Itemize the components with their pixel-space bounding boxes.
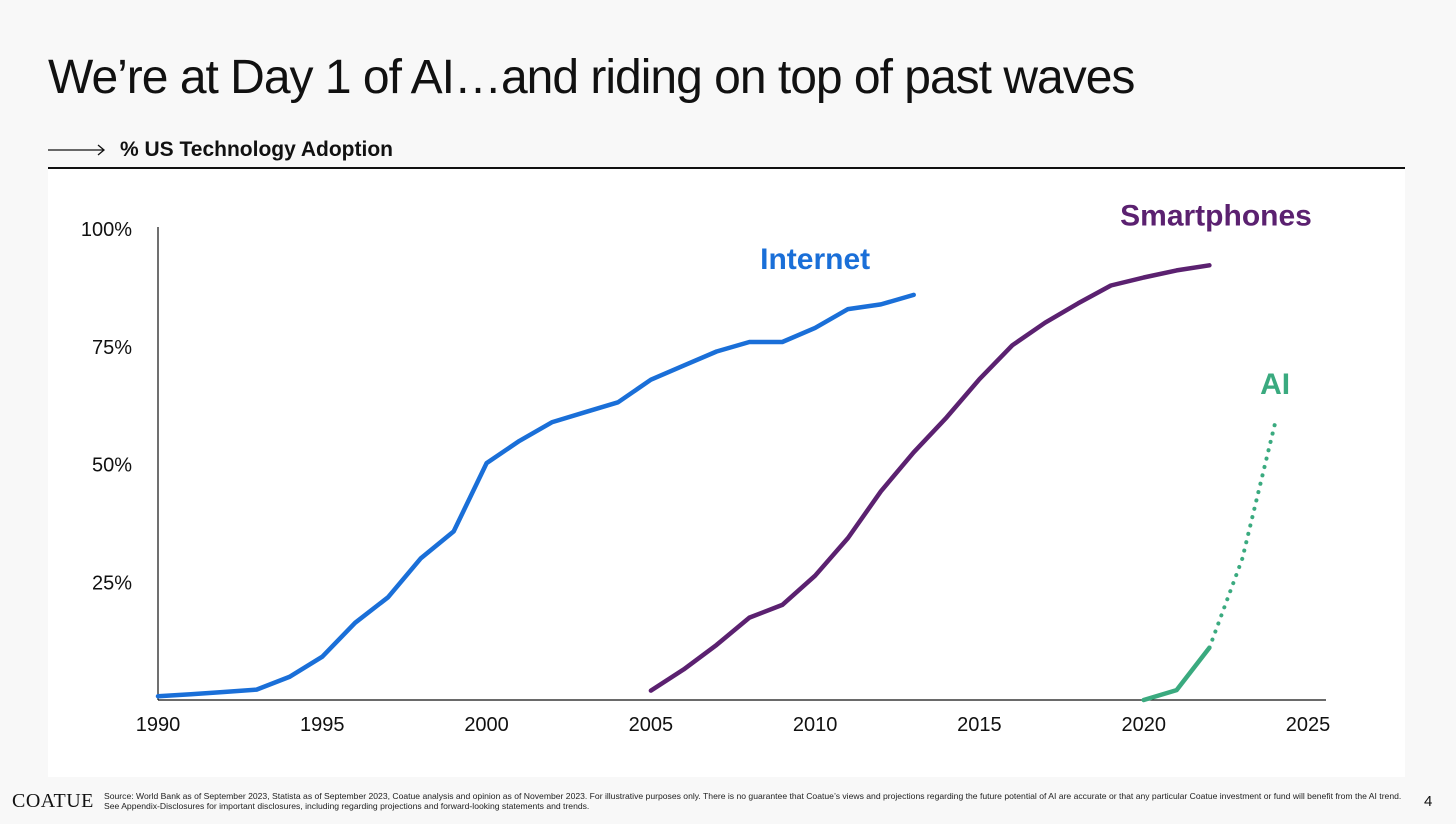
y-tick-label: 25%: [92, 572, 132, 594]
x-tick-label: 2000: [464, 714, 509, 736]
x-tick-label: 2025: [1286, 714, 1331, 736]
series-label-smartphones: Smartphones: [1120, 200, 1312, 233]
coatue-logo: COATUE: [12, 790, 94, 812]
series-line-ai-projected: [1207, 421, 1278, 650]
x-tick-label: 2010: [793, 714, 838, 736]
y-tick-label: 75%: [92, 337, 132, 359]
header-divider: [48, 167, 1405, 169]
page-number: 4: [1424, 793, 1433, 810]
x-tick-label: 1995: [300, 714, 345, 736]
series-line-ai: [1141, 645, 1212, 703]
y-tick-label: 50%: [92, 455, 132, 477]
series-line-smartphones: [648, 263, 1212, 693]
source-disclaimer: Source: World Bank as of September 2023,…: [104, 791, 1402, 811]
series-label-ai: AI: [1260, 368, 1290, 401]
chart-subtitle-row: % US Technology Adoption: [48, 136, 393, 164]
x-tick-label: 2005: [629, 714, 674, 736]
x-tick-label: 1990: [136, 714, 181, 736]
x-tick-label: 2015: [957, 714, 1002, 736]
series-label-internet: Internet: [760, 243, 870, 276]
arrow-right-icon: [48, 144, 106, 156]
adoption-line-chart: 25% 50% 75% 100% 1990 1995 2000 2005 2010 2015 202…: [81, 200, 1331, 736]
series-line-internet: [155, 292, 916, 699]
y-tick-label: 100%: [81, 219, 132, 241]
slide-title: We’re at Day 1 of AI…and riding on top o…: [48, 51, 1135, 104]
chart-panel: 25% 50% 75% 100% 1990 1995 2000 2005 2010 2015 202…: [48, 169, 1405, 777]
chart-subtitle: % US Technology Adoption: [120, 138, 393, 161]
x-tick-label: 2020: [1121, 714, 1166, 736]
